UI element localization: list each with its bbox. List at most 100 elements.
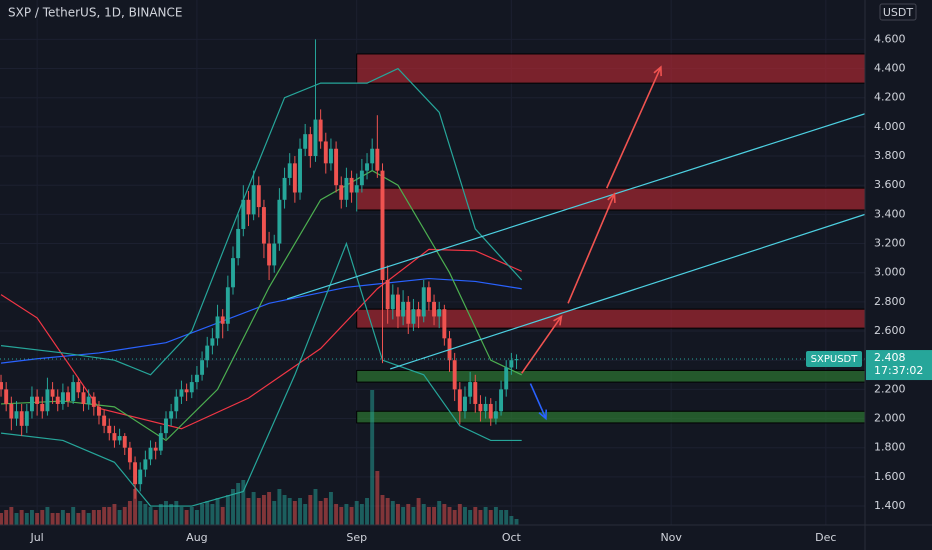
volume-bar <box>117 510 122 525</box>
candle-body <box>9 403 14 419</box>
candle-body <box>35 396 40 404</box>
volume-bar <box>107 507 112 525</box>
volume-bar <box>256 498 261 525</box>
candle-body <box>102 415 107 426</box>
y-tick-label: 2.800 <box>874 295 906 308</box>
candle-body <box>452 360 457 390</box>
candle-body <box>127 447 132 463</box>
currency[interactable]: USDT <box>883 6 914 19</box>
candle-body <box>169 411 174 419</box>
candle-body <box>194 374 199 383</box>
candle-body <box>303 134 308 149</box>
candle-body <box>416 309 421 317</box>
candle-body <box>442 309 447 339</box>
symbol-tag <box>806 351 862 368</box>
volume-bar <box>359 504 364 525</box>
volume-bar <box>81 510 86 525</box>
volume-bar <box>158 504 163 525</box>
volume-bar <box>452 510 457 525</box>
candle-body <box>473 382 478 404</box>
candle-body <box>406 301 411 324</box>
candle-body <box>514 359 519 361</box>
candle-body <box>256 185 261 208</box>
candle-body <box>0 382 3 390</box>
candle-body <box>488 403 493 419</box>
volume-bar <box>102 507 107 525</box>
volume-bar <box>97 510 101 525</box>
volume-bar <box>261 495 266 525</box>
candle-body <box>71 382 76 402</box>
trend-line <box>390 213 866 370</box>
candle-body <box>153 447 158 451</box>
candle-body <box>272 243 277 266</box>
candle-body <box>220 316 225 324</box>
currency-box[interactable] <box>879 3 917 21</box>
candle-body <box>184 389 189 393</box>
y-tick-label: 4.600 <box>874 32 906 45</box>
volume-bar <box>66 513 71 525</box>
volume-bar <box>86 513 91 525</box>
arrow-head <box>607 192 616 203</box>
volume-bar <box>71 507 76 525</box>
candle-body <box>463 396 467 412</box>
volume-bar <box>122 507 127 525</box>
candle-body <box>509 360 514 368</box>
volume-bar <box>504 510 509 525</box>
candle-body <box>390 294 395 310</box>
volume-bar <box>24 513 29 525</box>
volume-bar <box>432 507 437 525</box>
candle-body <box>401 301 406 317</box>
volume-bar <box>292 501 297 525</box>
volume-bar <box>401 507 406 525</box>
candle-body <box>468 382 473 397</box>
candle-body <box>122 436 127 448</box>
x-tick-label: Oct <box>502 531 522 544</box>
volume-bar <box>303 504 308 525</box>
candle-body <box>396 294 400 317</box>
candle-body <box>251 185 256 215</box>
candle-body <box>380 170 385 280</box>
volume-bar <box>354 501 359 525</box>
candle-body <box>334 148 339 186</box>
candle-body <box>76 382 81 393</box>
arrow-head <box>653 65 662 77</box>
candle-body <box>344 177 349 200</box>
candle-body <box>385 280 390 310</box>
volume-bar <box>478 510 483 525</box>
candle-body <box>287 163 292 178</box>
volume-bar <box>473 507 478 525</box>
candle-body <box>81 392 86 404</box>
volume-bar <box>50 513 55 525</box>
volume-bar <box>76 513 81 525</box>
volume-bar <box>210 504 215 525</box>
candle-body <box>215 316 220 339</box>
candle-body <box>437 309 442 317</box>
volume-bar <box>267 492 272 525</box>
volume-bar <box>385 498 390 525</box>
candle-body <box>375 148 380 171</box>
volume-bar <box>426 507 431 525</box>
volume-bar <box>416 498 421 525</box>
candle-body <box>66 392 71 402</box>
volume-bar <box>499 510 504 525</box>
candle-body <box>174 396 179 412</box>
candle-body <box>40 403 45 412</box>
volume-bar <box>184 510 189 525</box>
candle-body <box>421 287 426 317</box>
candle-body <box>143 459 148 470</box>
zone <box>356 187 866 211</box>
candle-body <box>133 462 138 485</box>
countdown: 17:37:02 <box>874 364 923 377</box>
volume-bar <box>468 510 473 525</box>
y-tick-label: 4.000 <box>874 120 906 133</box>
volume-bar <box>127 501 132 525</box>
volume-bar <box>169 504 174 525</box>
candle-body <box>138 469 143 485</box>
volume-bar <box>19 510 24 525</box>
volume-bar <box>220 507 225 525</box>
candle-body <box>179 389 184 397</box>
y-tick-label: 2.200 <box>874 382 906 395</box>
candle-body <box>261 207 266 244</box>
volume-bar <box>308 495 313 525</box>
x-tick-label: Nov <box>660 531 682 544</box>
